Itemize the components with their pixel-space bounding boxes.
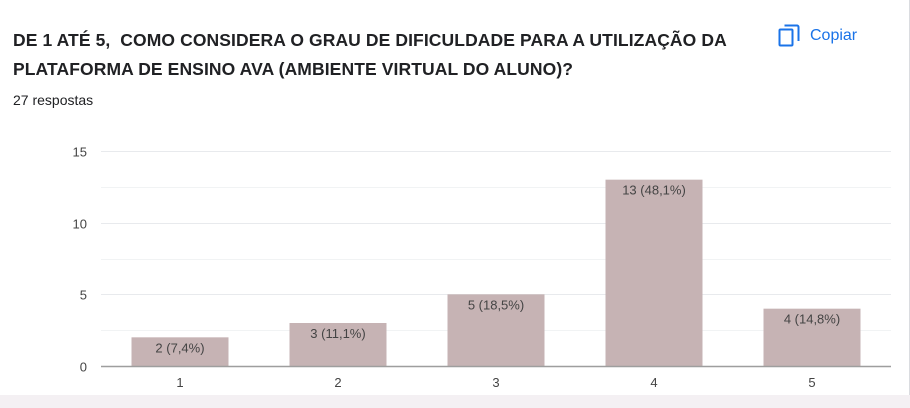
question-title: DE 1 ATÉ 5, COMO CONSIDERA O GRAU DE DIF… xyxy=(13,30,732,79)
y-tick-label: 5 xyxy=(80,288,87,303)
bar xyxy=(131,337,229,366)
copy-label: Copiar xyxy=(810,27,858,44)
data-label: 2 (7,4%) xyxy=(155,340,204,355)
data-label: 3 (11,1%) xyxy=(310,326,365,341)
x-tick-label: 5 xyxy=(808,375,815,390)
bar xyxy=(763,308,861,366)
y-tick-label: 15 xyxy=(73,145,87,160)
copy-button[interactable]: Copiar xyxy=(778,20,857,52)
bar xyxy=(289,323,387,366)
x-tick-label: 1 xyxy=(176,375,183,390)
data-label: 4 (14,8%) xyxy=(784,312,840,327)
y-tick-label: 0 xyxy=(80,360,87,375)
bar xyxy=(605,179,703,366)
x-tick-label: 2 xyxy=(334,375,341,390)
y-tick-label: 10 xyxy=(73,217,87,232)
data-label: 13 (48,1%) xyxy=(622,183,686,198)
x-tick-label: 4 xyxy=(650,375,657,390)
x-tick-label: 3 xyxy=(492,375,499,390)
data-label: 5 (18,5%) xyxy=(468,297,524,312)
response-count: 27 respostas xyxy=(13,92,94,108)
bar-chart: 0 5 10 15 2 (7,4%) 1 3 (11,1%) 2 5 (18,5%) 3 13 (4… xyxy=(73,145,891,390)
question-card: DE 1 ATÉ 5, COMO CONSIDERA O GRAU DE DIF… xyxy=(0,0,910,395)
copy-icon xyxy=(778,24,800,48)
bar xyxy=(447,294,545,366)
